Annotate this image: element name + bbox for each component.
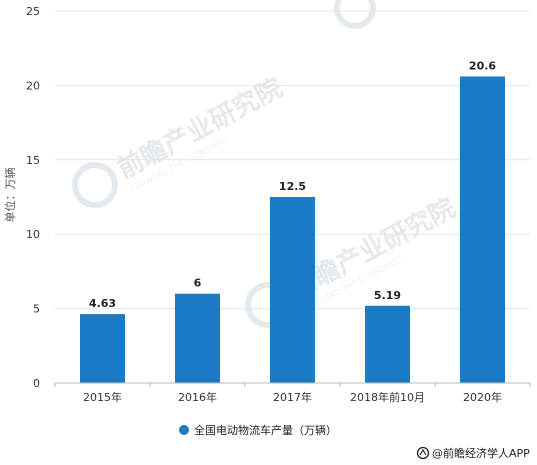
bar-3 — [365, 305, 410, 383]
legend: 全国电动物流车产量（万辆） — [179, 423, 337, 437]
bar-1 — [175, 293, 220, 383]
data-label: 20.6 — [469, 59, 496, 72]
data-label: 12.5 — [279, 180, 306, 193]
data-label: 5.19 — [374, 289, 401, 302]
y-tick-label: 10 — [26, 228, 40, 241]
x-tick-label: 2015年 — [83, 390, 122, 404]
x-tick-label: 2017年 — [273, 390, 312, 404]
watermark: 前瞻产业研究院 FORWARD THE ECONOMIST 前瞻产业研究院 FO… — [72, 0, 460, 328]
x-tick-label: 2018年前10月 — [350, 390, 425, 404]
bar-4 — [460, 76, 505, 384]
legend-marker — [179, 425, 189, 435]
y-tick-label: 5 — [33, 303, 40, 316]
y-tick-label: 20 — [26, 79, 40, 92]
y-tick-label: 0 — [33, 377, 40, 390]
bar-2 — [270, 197, 315, 383]
legend-label: 全国电动物流车产量（万辆） — [194, 423, 337, 437]
y-axis-ticks: 0 5 10 15 20 25 — [26, 5, 40, 390]
data-labels: 4.63 6 12.5 5.19 20.6 — [89, 59, 496, 310]
bar-0 — [80, 314, 125, 383]
y-tick-label: 15 — [26, 154, 40, 167]
credit-text: @前瞻经济学人APP — [432, 446, 530, 460]
credit: @前瞻经济学人APP — [416, 446, 530, 460]
credit-logo-mark — [419, 448, 427, 456]
data-label: 4.63 — [89, 297, 116, 310]
credit-logo-icon — [416, 446, 430, 460]
data-label: 6 — [194, 277, 202, 290]
svg-text:前瞻产业研究院: 前瞻产业研究院 — [112, 72, 287, 185]
y-tick-label: 25 — [26, 5, 40, 18]
y-axis-label: 单位：万辆 — [3, 168, 17, 223]
x-axis-ticks: 2015年 2016年 2017年 2018年前10月 2020年 — [54, 383, 531, 404]
x-tick-label: 2020年 — [463, 390, 502, 404]
x-tick-label: 2016年 — [178, 390, 217, 404]
bars — [80, 76, 505, 384]
